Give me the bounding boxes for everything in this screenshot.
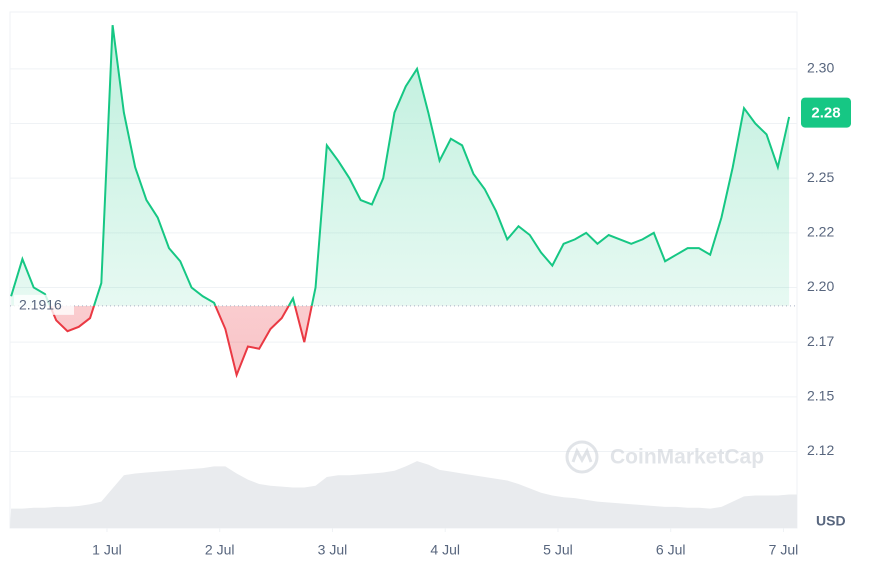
y-tick-label: 2.15 — [807, 388, 834, 404]
price-area-up — [11, 25, 790, 306]
x-tick-label: 3 Jul — [318, 542, 348, 558]
price-tag-label: 2.28 — [811, 105, 840, 122]
y-tick-label: 2.12 — [807, 442, 834, 458]
y-unit: USD — [816, 513, 846, 529]
volume-area — [10, 461, 797, 528]
price-tag — [801, 97, 851, 128]
y-tick-label: 2.25 — [807, 169, 834, 185]
baseline-label: 2.1916 — [19, 297, 62, 313]
x-tick-label: 2 Jul — [205, 542, 235, 558]
baseline-label-bg — [14, 294, 74, 315]
y-tick-label: 2.17 — [807, 333, 834, 349]
x-tick-label: 4 Jul — [430, 542, 460, 558]
x-tick-label: 6 Jul — [656, 542, 686, 558]
y-tick-label: 2.20 — [807, 278, 834, 294]
y-tick-label: 2.30 — [807, 60, 834, 76]
x-tick-label: 7 Jul — [769, 542, 799, 558]
watermark-text: CoinMarketCap — [610, 446, 764, 469]
y-tick-label: 2.22 — [807, 224, 834, 240]
x-tick-label: 5 Jul — [543, 542, 573, 558]
watermark: CoinMarketCap — [565, 440, 764, 474]
price-line-up — [10, 24, 791, 306]
x-tick-label: 1 Jul — [92, 542, 122, 558]
price-area-down — [11, 305, 790, 375]
